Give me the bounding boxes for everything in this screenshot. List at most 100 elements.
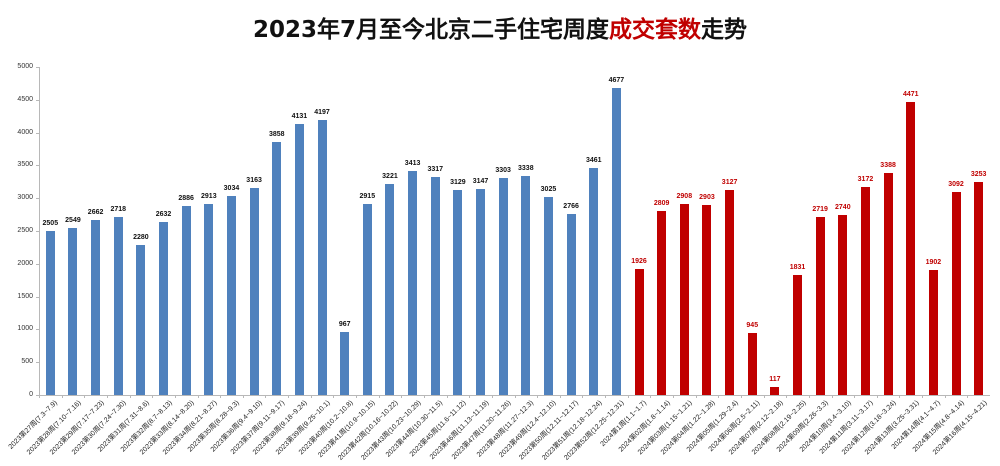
bar-value-label: 3147	[472, 177, 489, 185]
bar-value-label: 3221	[382, 172, 398, 180]
bar	[951, 192, 961, 395]
y-tick-label: 2000	[17, 259, 33, 267]
x-tick-mark	[718, 395, 720, 398]
x-tick-mark	[786, 395, 788, 398]
x-tick-mark	[469, 395, 471, 398]
x-tick-mark	[197, 395, 199, 398]
bar-value-label: 3253	[970, 170, 987, 178]
y-tick-mark	[36, 329, 39, 331]
bar	[136, 245, 146, 395]
bar	[476, 188, 486, 395]
bar	[634, 268, 644, 395]
y-tick-label: 3500	[17, 161, 33, 169]
bar	[747, 333, 757, 395]
x-tick-mark	[378, 395, 380, 398]
x-tick-mark	[333, 395, 335, 398]
bar-value-label: 2903	[699, 193, 715, 201]
y-tick-label: 2500	[17, 227, 33, 234]
chart-title: 2023年7月至今北京二手住宅周度成交套数走势	[0, 10, 1000, 44]
bar-value-label: 3858	[268, 130, 285, 138]
x-tick-mark	[876, 395, 878, 398]
y-tick-label: 0	[29, 391, 33, 398]
bar	[340, 331, 350, 395]
bar	[226, 195, 236, 395]
x-tick-mark	[831, 395, 833, 398]
y-tick-mark	[36, 99, 39, 101]
bar-value-label: 2886	[178, 194, 194, 202]
x-tick-mark	[174, 395, 176, 398]
bar	[249, 187, 259, 395]
y-tick-label: 1500	[17, 292, 33, 300]
x-tick-mark	[673, 395, 674, 398]
x-tick-mark	[899, 395, 901, 398]
bar	[906, 101, 916, 395]
bar	[317, 119, 327, 395]
x-tick-mark	[944, 395, 946, 398]
x-tick-mark	[423, 395, 425, 398]
x-tick-mark	[61, 395, 63, 398]
bar	[611, 88, 621, 395]
y-tick-mark	[36, 198, 39, 200]
bar-value-label: 945	[746, 322, 759, 329]
bar-value-label: 2662	[87, 209, 104, 217]
x-tick-mark	[695, 395, 697, 398]
x-tick-mark	[537, 395, 539, 398]
bar	[679, 204, 689, 395]
bar	[430, 177, 440, 395]
bar	[657, 210, 667, 395]
bar	[113, 216, 123, 395]
y-tick-mark	[36, 67, 39, 68]
x-tick-mark	[310, 395, 312, 398]
x-tick-mark	[242, 395, 244, 398]
bar-value-label: 2280	[133, 234, 149, 242]
bar-value-label: 3163	[246, 176, 262, 184]
bar	[793, 274, 803, 395]
title-highlight: 成交套数	[609, 17, 702, 43]
bar-value-label: 2913	[201, 192, 217, 200]
y-tick-label: 500	[21, 358, 33, 366]
y-tick-label: 4000	[17, 128, 33, 136]
bar-value-label: 3303	[495, 167, 511, 175]
x-tick-mark	[627, 395, 629, 398]
y-tick-label: 1000	[17, 325, 33, 333]
bar	[860, 186, 870, 395]
bar-value-label: 3092	[948, 181, 964, 189]
bar-value-label: 3129	[450, 178, 466, 186]
y-tick-mark	[36, 362, 39, 364]
bar-value-label: 2719	[812, 205, 828, 213]
bar-value-label: 2505	[42, 219, 59, 227]
bar	[294, 124, 304, 395]
x-tick-mark	[446, 395, 448, 398]
x-tick-mark	[152, 395, 154, 398]
bar	[408, 171, 418, 395]
bar-value-label: 3317	[427, 166, 444, 174]
bar	[45, 230, 55, 395]
x-tick-mark	[265, 395, 267, 398]
x-tick-mark	[854, 395, 856, 398]
x-tick-mark	[491, 395, 493, 398]
bar-value-label: 4197	[314, 108, 330, 116]
x-tick-mark	[106, 395, 108, 398]
bar-value-label: 3461	[585, 156, 602, 164]
bar-value-label: 3338	[518, 165, 534, 173]
bar-value-label: 2809	[653, 199, 670, 207]
x-tick-mark	[605, 395, 607, 398]
bar	[159, 222, 169, 395]
bar	[385, 183, 395, 395]
bar-value-label: 2632	[155, 211, 172, 219]
x-tick-mark	[967, 395, 969, 398]
bar-value-label: 3034	[223, 184, 240, 192]
y-tick-mark	[36, 132, 39, 134]
bar	[770, 387, 780, 395]
bar	[928, 270, 938, 395]
y-tick-mark	[36, 231, 39, 232]
x-tick-mark	[129, 395, 131, 398]
bar-value-label: 2718	[110, 205, 127, 213]
x-tick-mark	[220, 395, 222, 398]
bar-value-label: 2549	[65, 216, 81, 224]
bar-value-label: 2908	[676, 193, 693, 201]
bar-value-label: 2740	[835, 204, 851, 212]
x-tick-mark	[84, 395, 86, 398]
bar	[362, 203, 372, 395]
bar	[91, 220, 101, 395]
